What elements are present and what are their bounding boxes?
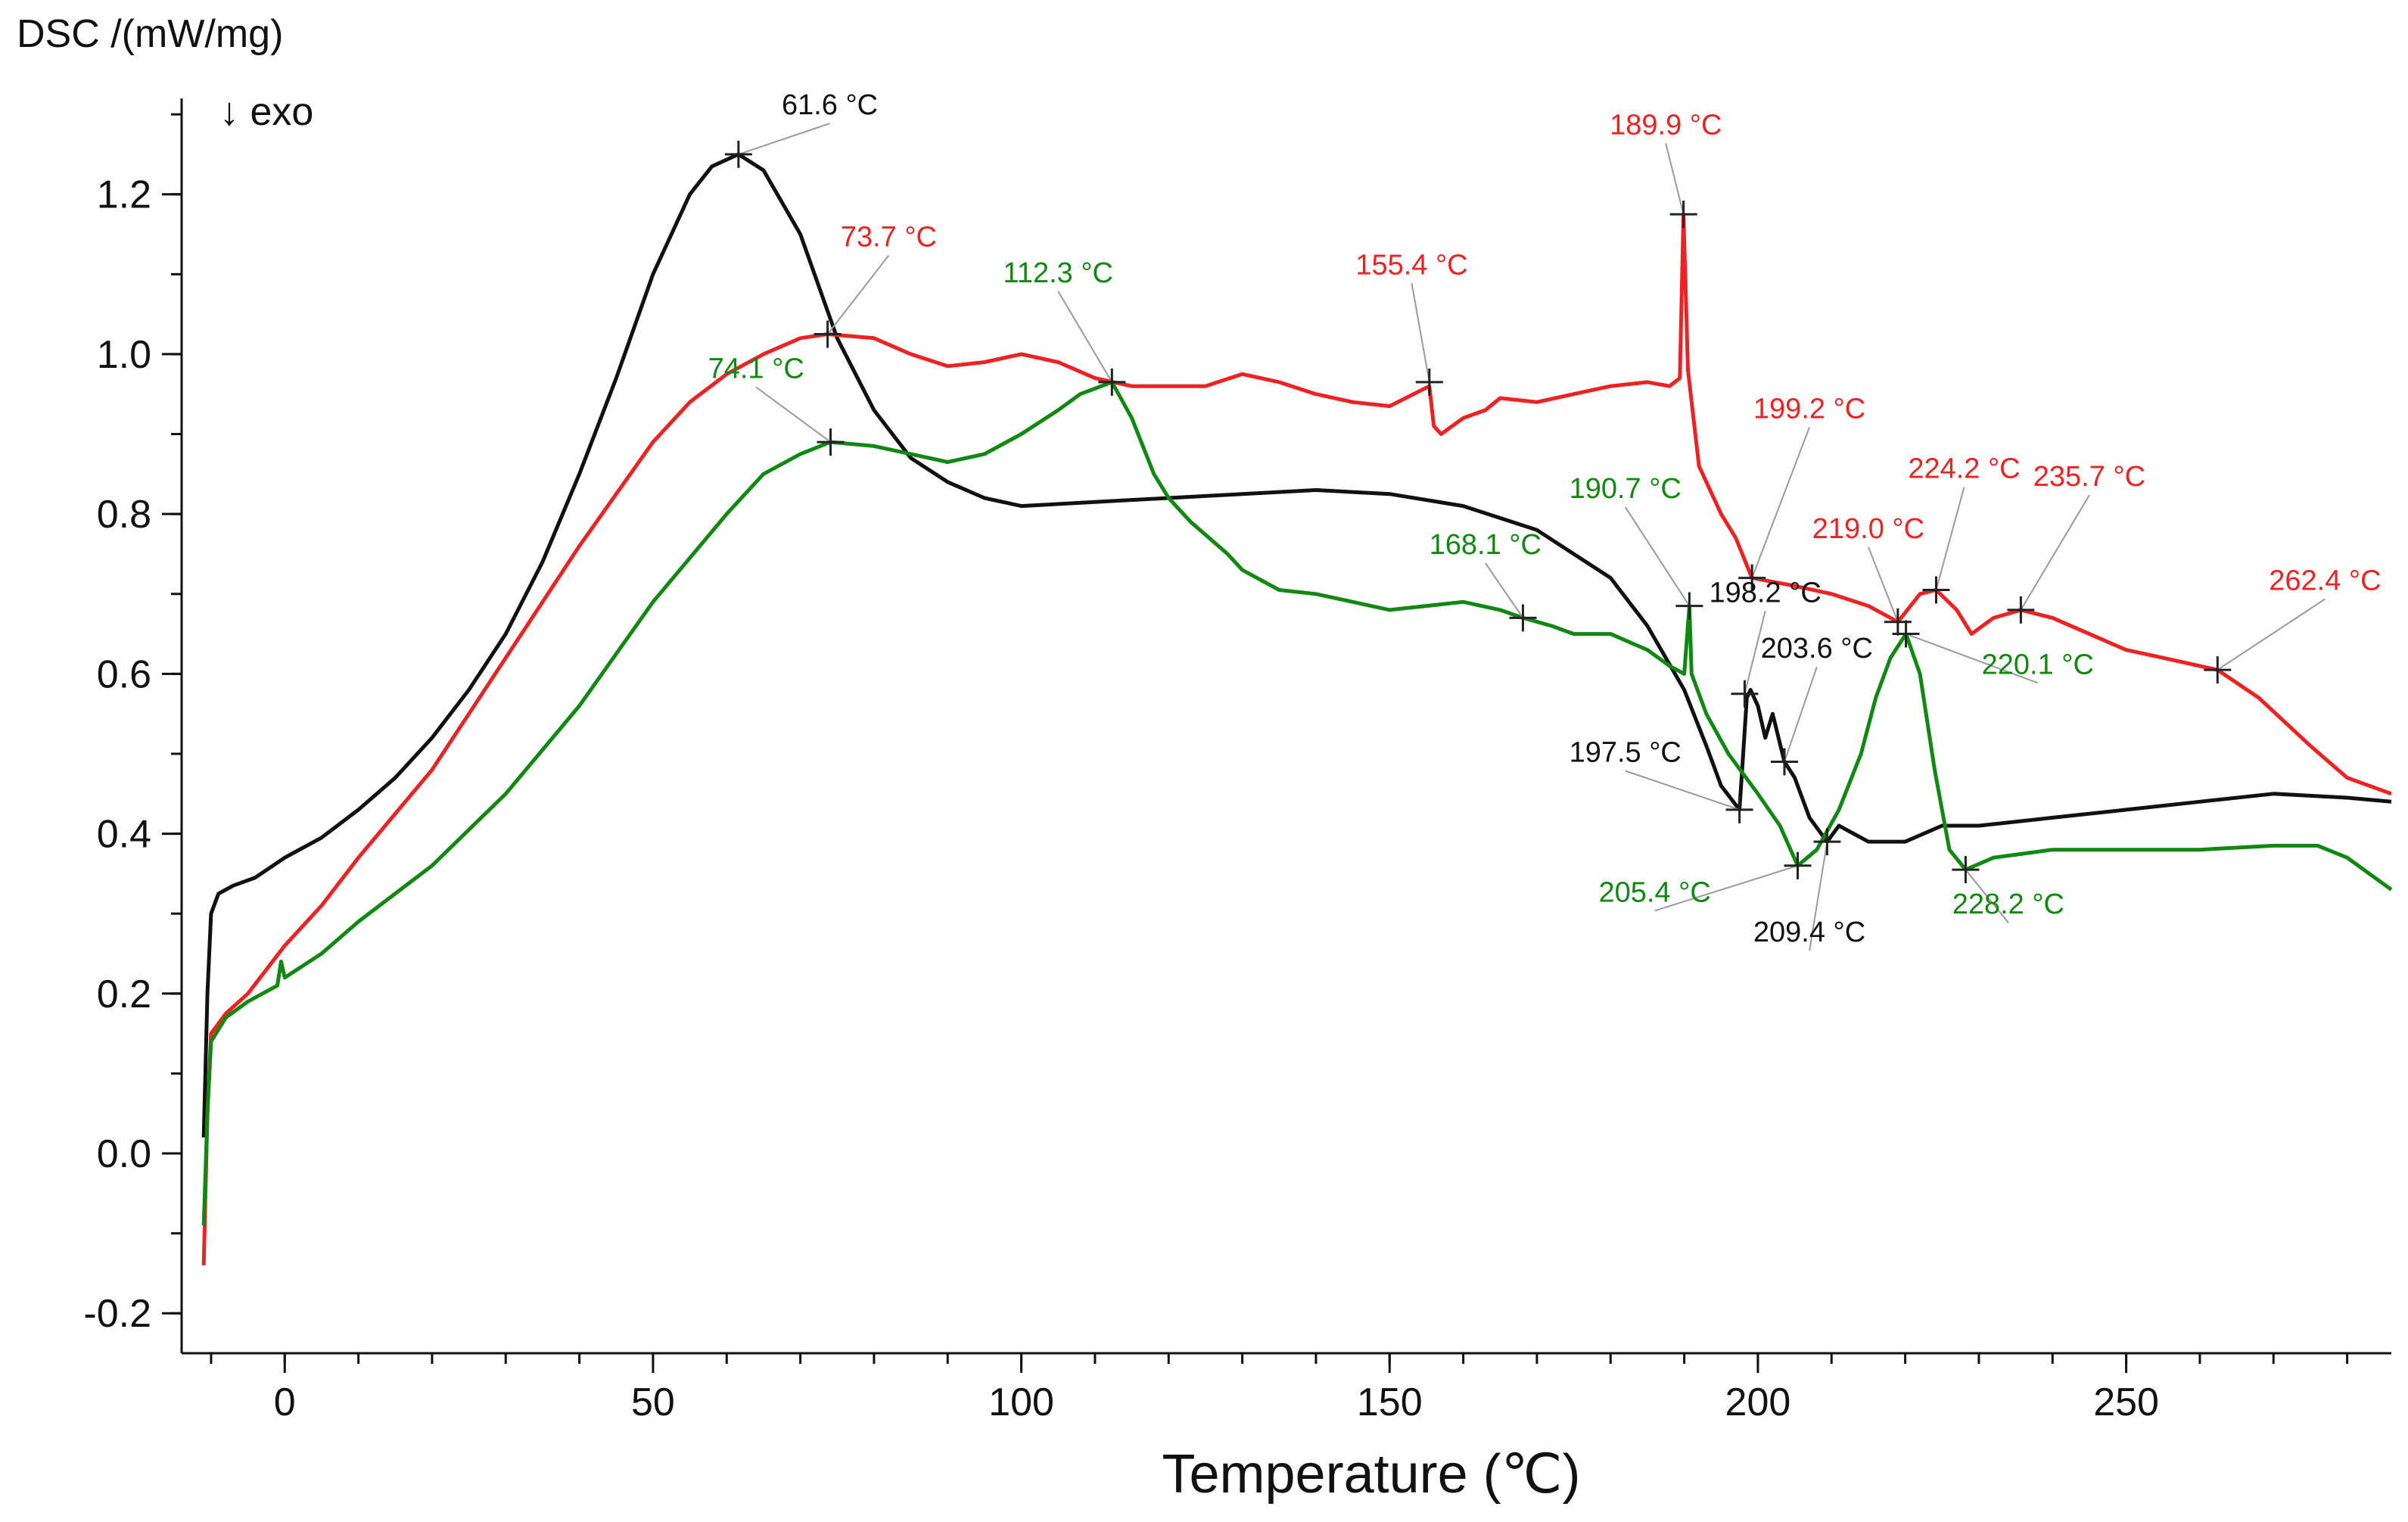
- annotation-label: 189.9 °C: [1610, 110, 1722, 142]
- x-tick-label: 50: [631, 1380, 675, 1424]
- annotation-label: 199.2 °C: [1753, 393, 1865, 425]
- annotation-label: 198.2 °C: [1710, 577, 1822, 608]
- annotation-label: 219.0 °C: [1812, 513, 1924, 545]
- annotation-leader-line: [1624, 506, 1691, 607]
- annotation-leader-line: [755, 386, 832, 443]
- x-axis-label: Temperature (℃): [1162, 1444, 1580, 1505]
- annotation-leader-line: [1809, 841, 1828, 951]
- annotation-label: 262.4 °C: [2269, 565, 2381, 596]
- annotation-label: 73.7 °C: [841, 221, 937, 253]
- annotation-leader-line: [738, 123, 830, 155]
- y-tick-label: 0.0: [97, 1132, 151, 1176]
- series-group: [201, 152, 2393, 1265]
- annotation-label: 112.3 °C: [1003, 257, 1113, 289]
- annotation-leader-line: [1751, 427, 1811, 578]
- series-line-black: [201, 152, 2392, 1138]
- y-tick-label: 1.0: [97, 333, 151, 377]
- x-tick-label: 150: [1357, 1380, 1423, 1424]
- x-tick-label: 0: [274, 1380, 296, 1424]
- annotation-leader-line: [1935, 487, 1965, 590]
- annotation-label: 235.7 °C: [2033, 461, 2145, 493]
- annotation-leader-line: [1965, 869, 2009, 923]
- y-tick-label: 0.2: [97, 973, 151, 1016]
- annotation-label: 74.1 °C: [708, 353, 804, 385]
- annotation-leader-line: [1654, 864, 1798, 912]
- annotation-leader-line: [1484, 562, 1524, 618]
- y-tick-label: -0.2: [83, 1292, 151, 1336]
- annotation-label: 190.7 °C: [1570, 473, 1682, 505]
- axes: -0.2 0.0 0.2 0.4 0.6 0.8 1.0 1.2 0 50 100 150 200 250: [83, 98, 2391, 1424]
- annotation-label: 197.5 °C: [1570, 737, 1682, 769]
- x-tick-label: 250: [2093, 1380, 2159, 1424]
- annotation-leader-line: [2020, 494, 2090, 611]
- annotation-leader-line: [1411, 283, 1430, 383]
- series-line-red: [201, 212, 2392, 1265]
- x-tick-label: 100: [988, 1380, 1054, 1424]
- annotation-label: 203.6 °C: [1761, 633, 1873, 665]
- annotation-label: 168.1 °C: [1430, 529, 1542, 561]
- annotation-label: 155.4 °C: [1355, 249, 1467, 281]
- exo-direction-note: ↓ exo: [219, 90, 313, 134]
- x-tick-label: 200: [1725, 1380, 1791, 1424]
- annotation-leader-line: [1057, 291, 1113, 383]
- y-tick-label: 0.6: [97, 652, 151, 696]
- annotation-leader-line: [826, 254, 890, 335]
- annotation-leader-line: [1868, 546, 1899, 623]
- annotation-leader-line: [1744, 611, 1766, 694]
- y-tick-label: 1.2: [97, 173, 151, 217]
- annotation-label: 228.2 °C: [1952, 889, 2064, 920]
- annotation-label: 224.2 °C: [1908, 453, 2020, 485]
- y-tick-label: 0.4: [97, 813, 151, 857]
- annotation-leader-line: [2217, 598, 2326, 671]
- annotation-label: 220.1 °C: [1982, 649, 2094, 680]
- annotation-label: 209.4 °C: [1753, 917, 1865, 948]
- series-line-green: [201, 380, 2393, 1226]
- annotation-leader-line: [1784, 666, 1818, 762]
- y-axis-label: DSC /(mW/mg): [17, 12, 283, 56]
- annotation-label: 61.6 °C: [782, 89, 878, 121]
- annotation-leader-line: [1625, 770, 1740, 811]
- annotation-label: 205.4 °C: [1599, 876, 1711, 908]
- y-tick-label: 0.8: [97, 493, 151, 537]
- annotation-leader-line: [1665, 143, 1685, 215]
- annotation-leader-line: [1906, 633, 2039, 684]
- annotations-group: 61.6 °C 73.7 °C 112.3 °C 74.1 °C 155.4 °C 189…: [708, 89, 2382, 951]
